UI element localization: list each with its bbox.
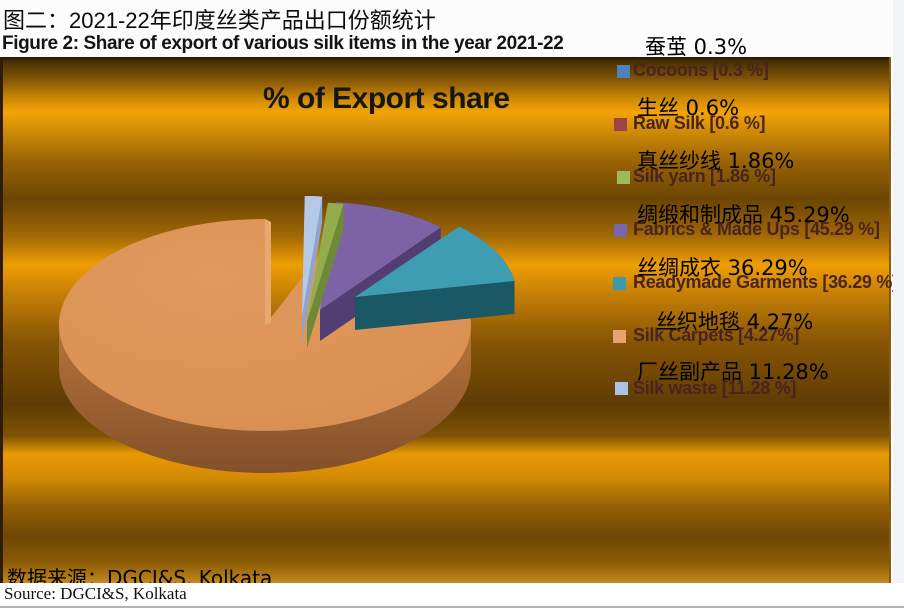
legend-label-silk-yarn: Silk yarn [1.86 %] xyxy=(633,166,776,186)
green-sliver-top xyxy=(307,202,344,322)
legend-marker-fabrics xyxy=(614,224,627,237)
annotation-silk-yarn-zh: 真丝纱线 1.86% xyxy=(637,149,795,173)
pie-chart xyxy=(59,196,515,473)
annotation-carpets-zh: 丝织地毯 4.27% xyxy=(656,310,814,334)
annotation-readymade-zh: 丝绸成衣 36.29% xyxy=(637,256,808,280)
source-line-en: Source: DGCI&S, Kolkata xyxy=(4,584,187,603)
legend-marker-cocoons xyxy=(617,65,630,78)
legend-label-fabrics: Fabrics & Made Ups [45.29 %] xyxy=(633,219,880,239)
pie-slices xyxy=(59,196,515,473)
bottom-rule xyxy=(0,606,904,608)
legend-label-waste: Silk waste [11.28 %] xyxy=(633,378,797,398)
legend-marker-readymade xyxy=(613,277,626,290)
figure-title-en: Figure 2: Share of export of various sil… xyxy=(2,33,564,54)
legend-marker-silk-yarn xyxy=(617,171,630,184)
figure-title-zh: 图二：2021-22年印度丝类产品出口份额统计 xyxy=(3,8,436,33)
figure-footer: Source: DGCI&S, Kolkata xyxy=(0,583,904,609)
legend-marker-raw-silk xyxy=(614,118,627,131)
teal-slice-top xyxy=(355,226,515,297)
pie-notch-wall xyxy=(265,219,271,325)
legend-marker-waste xyxy=(615,382,628,395)
pie-body-rim xyxy=(59,325,471,473)
lightblue-sliver-top xyxy=(302,196,323,316)
annotation-raw-silk-zh: 生丝 0.6% xyxy=(637,96,740,120)
legend-label-readymade: Readymade Garments [36.29 %] xyxy=(633,272,898,292)
chart-panel: % of Export share Cocoons [0.3 %] Raw Si… xyxy=(0,57,898,590)
green-sliver-side xyxy=(307,202,344,348)
figure-header: 图二：2021-22年印度丝类产品出口份额统计 Figure 2: Share … xyxy=(0,0,904,59)
annotation-cocoons-zh: 蚕茧 0.3% xyxy=(645,35,748,59)
legend-label-raw-silk: Raw Silk [0.6 %] xyxy=(633,113,766,133)
annotation-waste-zh: 厂丝副产品 11.28% xyxy=(637,360,829,384)
chart-title: % of Export share xyxy=(263,82,510,115)
purple-slice-top xyxy=(320,202,441,310)
page-right-margin xyxy=(893,0,904,583)
legend-marker-carpets xyxy=(613,330,626,343)
legend-label-carpets: Silk Carpets [4.27%] xyxy=(633,325,800,345)
annotation-fabrics-zh: 绸缎和制成品 45.29% xyxy=(637,203,850,227)
legend-label-cocoons: Cocoons [0.3 %] xyxy=(633,60,769,80)
